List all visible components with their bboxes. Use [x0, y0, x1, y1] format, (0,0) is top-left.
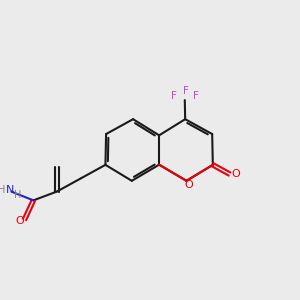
Text: O: O: [184, 180, 193, 190]
Text: O: O: [232, 169, 240, 179]
Text: N: N: [6, 185, 14, 195]
Text: H: H: [0, 185, 6, 195]
Text: O: O: [15, 216, 24, 226]
Text: H: H: [14, 190, 22, 200]
Text: F: F: [183, 86, 189, 96]
Text: F: F: [193, 91, 199, 101]
Text: F: F: [171, 91, 177, 101]
